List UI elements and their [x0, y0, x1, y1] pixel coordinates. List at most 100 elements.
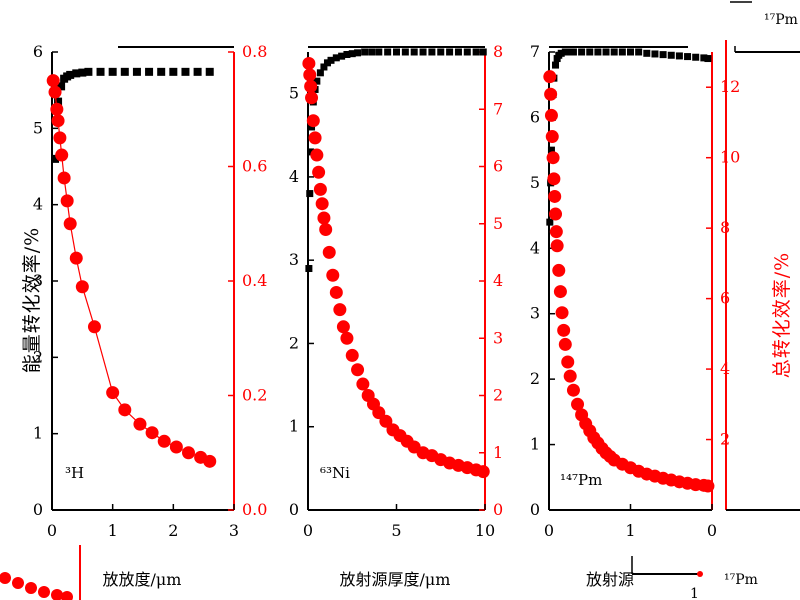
total-efficiency-point: [304, 79, 318, 93]
left-y-tick-label: 3: [33, 271, 43, 290]
top-right-panel-label: ¹⁷Pm: [764, 12, 798, 28]
total-efficiency-point: [549, 207, 563, 221]
bottom-right-panel-label: ¹⁷Pm: [724, 572, 758, 588]
energy-efficiency-point: [132, 67, 141, 76]
energy-efficiency-point: [627, 48, 634, 56]
energy-efficiency-point: [384, 48, 392, 56]
energy-efficiency-point: [368, 48, 376, 56]
total-efficiency-point: [336, 320, 350, 334]
total-efficiency-point: [317, 211, 331, 225]
x-axis-label-panel-3: 放射源: [586, 570, 634, 589]
energy-efficiency-point: [437, 48, 445, 56]
total-efficiency-point: [303, 68, 317, 82]
total-efficiency-point: [319, 222, 333, 236]
total-efficiency-point: [57, 171, 71, 185]
panel-nickel: ⁶³Ni 放射源厚度/μm 0 1 2 3 4 5 0 1 2 3 4 5 6 7 8 0 5 10: [289, 42, 503, 589]
energy-efficiency-point: [332, 54, 340, 62]
total-efficiency-point: [547, 172, 561, 186]
total-efficiency-point: [55, 148, 69, 162]
energy-efficiency-point: [57, 82, 66, 91]
x-tick-label: 0: [707, 521, 717, 540]
left-y-tick-label: 1: [530, 435, 540, 454]
energy-efficiency-point: [361, 48, 369, 56]
right-y-axis-label: 总转化效率/%: [771, 252, 793, 378]
total-efficiency-point: [46, 74, 60, 88]
left-y-tick-label: 3: [289, 250, 299, 269]
total-efficiency-point: [558, 337, 572, 351]
energy-efficiency-point: [463, 48, 471, 56]
right-y-tick-label: 6: [493, 157, 503, 176]
total-efficiency-point: [544, 108, 558, 122]
x-tick-label: 2: [168, 521, 178, 540]
energy-efficiency-point: [472, 48, 480, 56]
energy-efficiency-point: [659, 51, 667, 59]
total-efficiency-point: [571, 397, 585, 411]
left-y-tick-label: 7: [530, 42, 540, 61]
x-tick-label: 10: [475, 521, 495, 540]
right-y-tick-label: 0.6: [242, 157, 267, 176]
cropped-neighbor-bottom-left: [0, 545, 81, 600]
x-tick-label: 1: [108, 521, 118, 540]
series-line: [52, 80, 210, 462]
total-efficiency-point: [313, 182, 327, 196]
x-tick-label: 5: [391, 521, 401, 540]
total-efficiency-point: [106, 386, 120, 400]
total-efficiency-point: [550, 239, 564, 253]
energy-efficiency-point: [320, 63, 328, 71]
total-efficiency-point: [701, 479, 715, 493]
total-efficiency-point: [302, 56, 316, 70]
energy-efficiency-point: [51, 154, 60, 163]
total-efficiency-point: [557, 323, 571, 337]
energy-efficiency-point: [547, 146, 555, 154]
total-efficiency-point: [333, 303, 347, 317]
x-axis-label-panel-1: 放放度/μm: [103, 570, 182, 589]
x-tick-label: 0: [544, 521, 554, 540]
energy-efficiency-point: [323, 59, 331, 67]
energy-efficiency-point: [169, 67, 178, 76]
right-y-tick-label: 0: [493, 500, 503, 519]
total-efficiency-point: [326, 268, 340, 282]
x-axis-label-panel-2: 放射源厚度/μm: [340, 570, 451, 589]
energy-efficiency-point: [446, 48, 454, 56]
total-efficiency-point: [315, 197, 329, 211]
energy-efficiency-point: [78, 68, 87, 77]
total-efficiency-point: [553, 285, 567, 299]
total-efficiency-point: [563, 369, 577, 383]
energy-efficiency-point: [643, 49, 651, 57]
energy-efficiency-point: [316, 69, 324, 77]
energy-efficiency-point: [343, 50, 351, 58]
bottom-right-tick: 1: [690, 586, 699, 600]
cropped-neighbor-bottom-right: ¹⁷Pm 1: [631, 556, 758, 600]
left-y-tick-label: 2: [289, 333, 299, 352]
cropped-neighbor-top-right: ¹⁷Pm: [725, 1, 800, 511]
total-efficiency-point: [545, 130, 559, 144]
total-efficiency-point: [50, 102, 64, 116]
left-y-tick-label: 4: [289, 167, 299, 186]
right-y-tick-label: 0.4: [242, 271, 267, 290]
energy-efficiency-point: [618, 48, 626, 56]
energy-efficiency-point: [546, 218, 554, 226]
energy-efficiency-point: [454, 48, 462, 56]
energy-efficiency-point: [375, 48, 383, 56]
total-efficiency-point: [60, 194, 74, 208]
total-efficiency-point: [555, 306, 569, 320]
energy-efficiency-point: [193, 67, 202, 76]
left-y-axis-label: 能量转化效率/%: [21, 227, 43, 373]
energy-efficiency-point: [635, 48, 643, 56]
energy-efficiency-point: [419, 48, 427, 56]
right-y-tick-label: 1: [493, 443, 503, 462]
energy-efficiency-point: [561, 48, 569, 56]
energy-efficiency-point: [307, 148, 315, 156]
energy-efficiency-point: [108, 67, 117, 76]
energy-efficiency-point: [602, 48, 610, 56]
energy-efficiency-point: [66, 70, 75, 79]
x-tick-label: 0: [303, 521, 313, 540]
energy-efficiency-point: [157, 67, 166, 76]
left-y-tick-label: 2: [530, 369, 540, 388]
left-y-tick-label: 1: [289, 417, 299, 436]
energy-efficiency-point: [557, 49, 565, 57]
right-y-tick-label: 0.8: [242, 42, 267, 61]
total-efficiency-point: [546, 151, 560, 165]
total-efficiency-point: [169, 440, 183, 454]
energy-efficiency-point: [594, 48, 602, 56]
